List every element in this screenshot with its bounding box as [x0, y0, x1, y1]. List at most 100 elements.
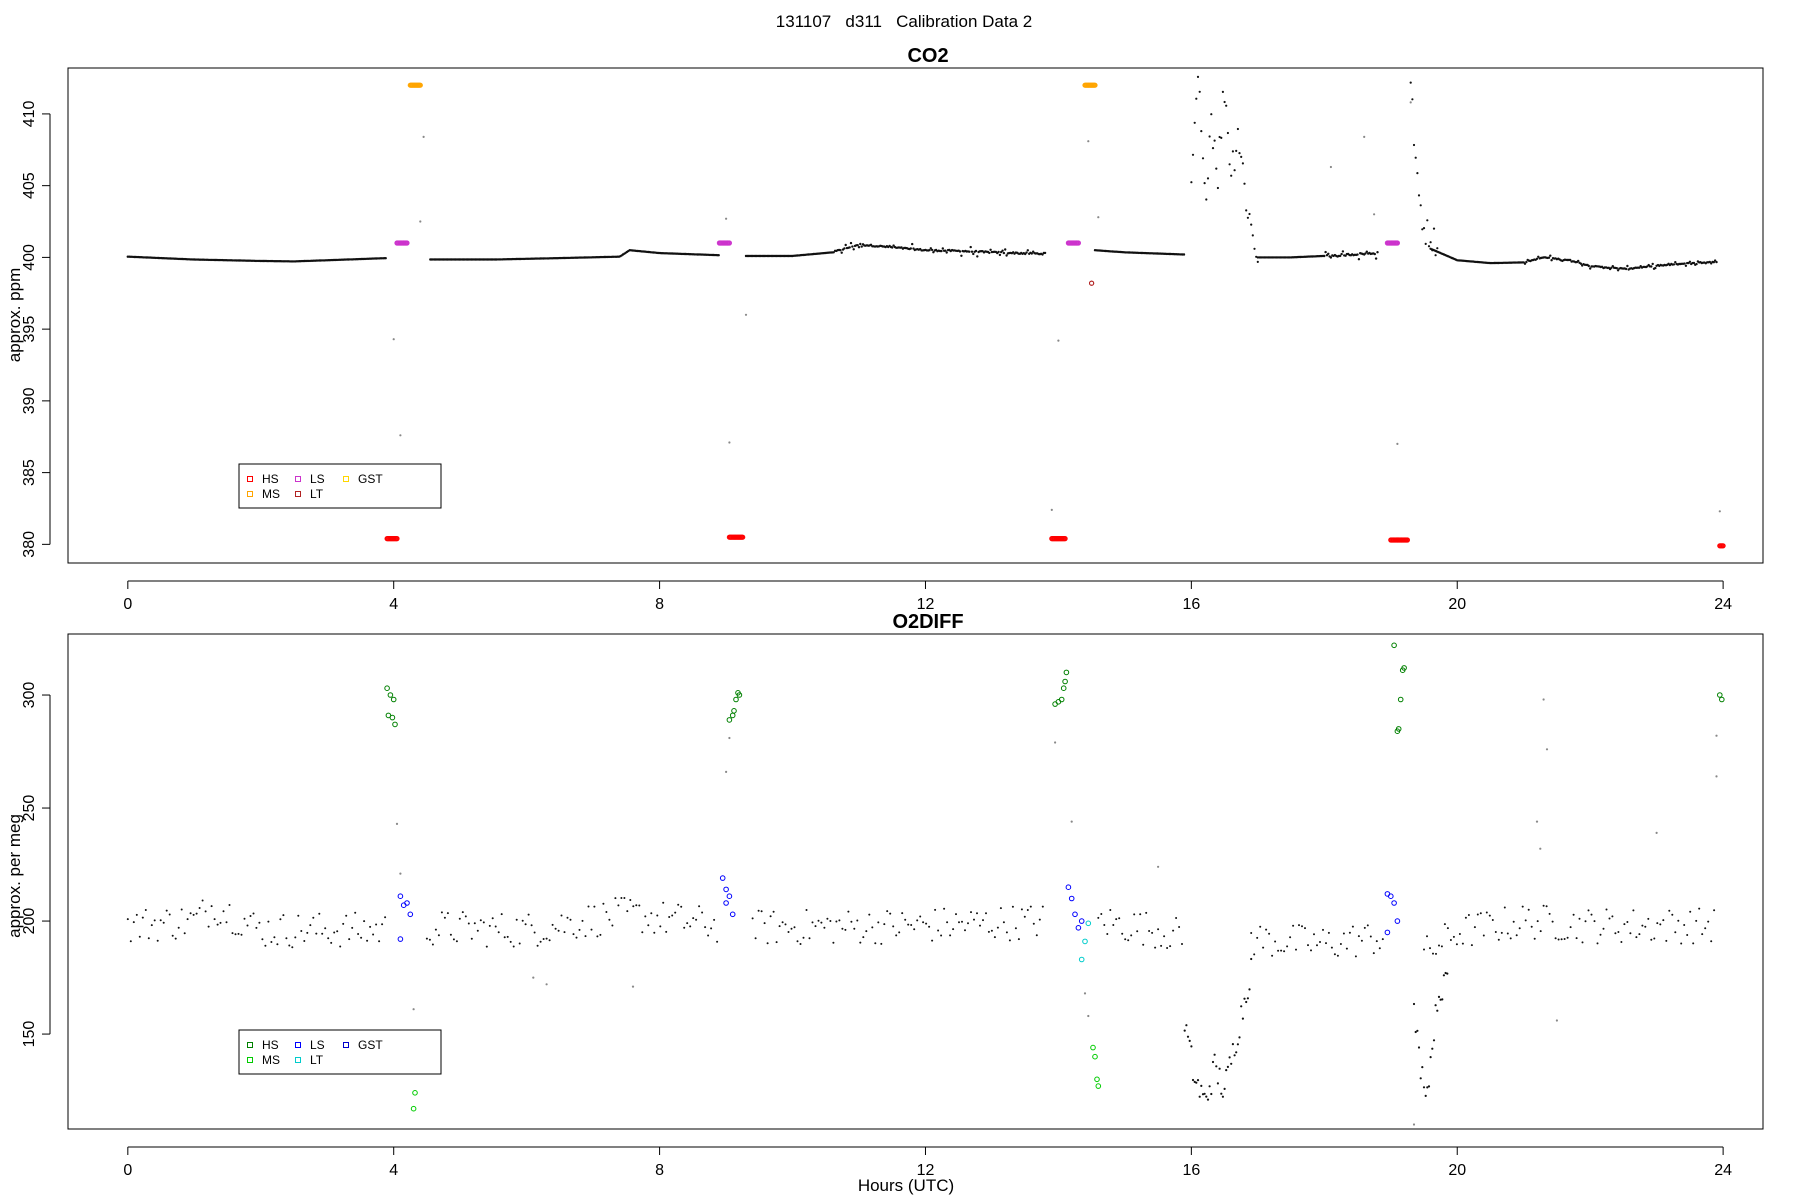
o2diff-data-point	[1307, 944, 1309, 947]
o2diff-data-point	[1342, 932, 1345, 935]
co2-outlier-point	[1718, 510, 1721, 513]
co2-data-point	[852, 248, 855, 251]
co2-legend-label-hs: HS	[262, 472, 279, 486]
o2diff-data-point	[270, 941, 273, 943]
co2-calibration-hs	[394, 536, 400, 542]
o2diff-excursion-point	[1191, 1078, 1195, 1082]
co2-excursion-point	[1228, 163, 1231, 166]
o2diff-excursion-point	[1183, 1029, 1186, 1032]
co2-data-point	[989, 248, 992, 251]
o2diff-data-point	[300, 930, 303, 932]
o2diff-data-point	[1041, 905, 1044, 908]
o2diff-x-tick-label: 8	[655, 1162, 664, 1179]
o2diff-data-point	[1668, 909, 1671, 912]
co2-excursion-point	[1216, 186, 1219, 190]
o2diff-calibration-hs	[1391, 642, 1397, 649]
co2-data-point	[1357, 258, 1361, 261]
o2diff-calibration-ls	[397, 893, 404, 900]
o2diff-data-point	[1265, 928, 1268, 931]
co2-excursion-point	[1432, 227, 1436, 230]
co2-data-point	[1537, 255, 1540, 258]
o2diff-data-point	[1596, 942, 1599, 945]
co2-excursion-point	[1243, 182, 1246, 185]
o2diff-data-point	[641, 931, 644, 934]
o2diff-data-point	[871, 926, 874, 929]
co2-excursion-point	[1429, 241, 1432, 244]
co2-legend-marker-hs	[247, 476, 253, 482]
co2-data-point	[928, 249, 931, 252]
o2diff-data-point	[1638, 933, 1641, 936]
o2diff-calibration-hs	[729, 712, 736, 719]
o2diff-data-point	[312, 916, 315, 919]
co2-legend-box	[238, 463, 442, 509]
o2diff-data-point	[814, 925, 817, 928]
o2diff-data-point	[1286, 945, 1289, 948]
o2diff-data-point	[524, 923, 527, 926]
co2-data-point	[1341, 250, 1345, 253]
o2diff-calibration-ls	[407, 911, 414, 918]
o2diff-data-point	[1348, 931, 1351, 934]
o2diff-data-point	[979, 924, 981, 927]
o2diff-data-point	[653, 931, 656, 934]
o2diff-data-point	[1443, 923, 1446, 926]
o2diff-data-point	[1136, 930, 1139, 933]
o2diff-data-point	[710, 927, 713, 930]
o2diff-data-point	[1313, 933, 1315, 936]
o2diff-data-point	[1333, 953, 1336, 956]
o2diff-data-point	[425, 937, 428, 940]
o2diff-data-point	[1319, 941, 1321, 943]
o2diff-data-point	[895, 934, 898, 937]
o2diff-data-point	[904, 918, 907, 921]
co2-data-point	[1688, 260, 1692, 263]
o2diff-data-point	[1438, 944, 1440, 947]
o2diff-data-point	[949, 934, 952, 937]
o2diff-calibration-hs	[392, 721, 398, 728]
o2diff-data-point	[231, 932, 234, 935]
o2diff-data-point	[1602, 927, 1605, 930]
o2diff-outlier-point	[1070, 820, 1073, 823]
o2diff-data-point	[835, 920, 838, 923]
o2diff-data-point	[865, 930, 868, 933]
o2diff-excursion-point	[1248, 988, 1251, 991]
co2-excursion-point	[1213, 139, 1216, 142]
o2diff-data-point	[1336, 954, 1339, 957]
co2-x-axis: 0 4 8 12 16 20 24	[123, 580, 1732, 613]
o2diff-data-point	[485, 945, 488, 948]
co2-outlier-point	[1329, 165, 1332, 169]
o2diff-data-point	[1518, 927, 1521, 930]
o2diff-data-point	[993, 936, 996, 939]
co2-data-point	[844, 243, 847, 247]
co2-calibration-ls	[1394, 240, 1401, 246]
o2diff-data-point	[999, 907, 1002, 910]
o2diff-data-point	[578, 928, 581, 931]
o2diff-data-point	[910, 924, 913, 926]
co2-y-tick-label: 405	[21, 172, 38, 199]
o2diff-data-point	[1479, 912, 1482, 915]
o2diff-data-point	[928, 925, 931, 928]
o2diff-data-point	[1689, 910, 1692, 913]
o2diff-excursion-point	[1246, 997, 1249, 1000]
o2diff-calibration-ms	[1092, 1053, 1098, 1060]
co2-outlier-point	[1396, 442, 1399, 445]
o2diff-data-point	[521, 919, 524, 922]
o2diff-data-point	[668, 916, 671, 918]
o2diff-data-point	[1452, 935, 1455, 938]
o2diff-data-point	[1154, 946, 1157, 949]
o2diff-data-point	[1620, 941, 1623, 943]
co2-excursion-point	[1195, 97, 1198, 100]
o2diff-panel-title: O2DIFF	[892, 611, 963, 633]
co2-data-point	[911, 242, 914, 246]
o2diff-data-point	[1563, 938, 1566, 940]
o2diff-data-point	[530, 924, 533, 927]
o2diff-data-point	[638, 904, 641, 907]
co2-data-point	[849, 241, 853, 245]
o2diff-calibration-ms	[1090, 1044, 1096, 1051]
o2diff-data-point	[620, 897, 623, 899]
co2-data-point	[1365, 250, 1369, 253]
o2diff-legend-label-lt: LT	[310, 1053, 324, 1067]
o2diff-data-point	[659, 925, 662, 928]
o2diff-data-point	[1557, 938, 1560, 941]
o2diff-data-point	[796, 940, 799, 943]
o2diff-data-point	[790, 927, 793, 930]
